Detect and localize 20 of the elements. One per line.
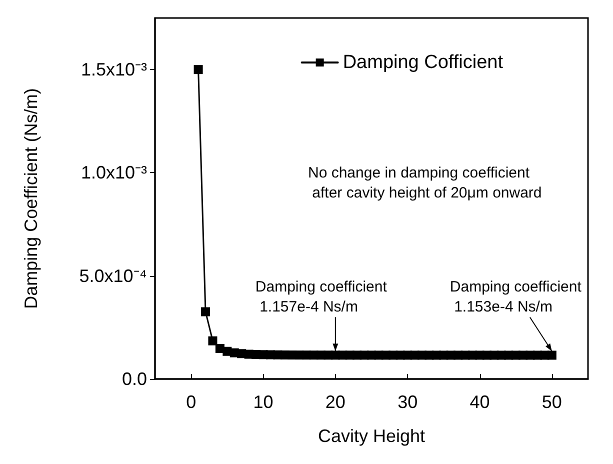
legend-label: Damping Cofficient	[342, 52, 504, 73]
y-tick-label: 0.0	[122, 369, 147, 389]
y-tick-label: 1.5x10⁻³	[80, 60, 147, 80]
point	[194, 65, 203, 74]
point	[201, 307, 210, 316]
point	[547, 350, 556, 360]
x-tick-label: 50	[542, 392, 562, 412]
annotation: Damping coefficient 1.153e-4 Ns/m	[450, 278, 582, 316]
x-tick-label: 20	[325, 392, 346, 412]
x-axis-title: Cavity Height	[318, 426, 426, 446]
x-tick-label: 10	[253, 392, 274, 412]
annotation: Damping coefficient 1.157e-4 Ns/m	[255, 278, 388, 316]
x-tick-label: 40	[470, 392, 490, 412]
y-tick-label: 5.0x10⁻⁴	[79, 266, 147, 286]
y-axis-title: Damping Coefficient (Ns/m)	[21, 88, 41, 309]
annotation: No change in damping coefficient after cavity height of 20μm onward	[308, 164, 542, 202]
x-tick-label: 30	[398, 392, 418, 412]
x-tick-label: 0	[186, 392, 196, 412]
point	[208, 336, 218, 346]
y-tick-label: 1.0x10⁻³	[80, 162, 147, 183]
